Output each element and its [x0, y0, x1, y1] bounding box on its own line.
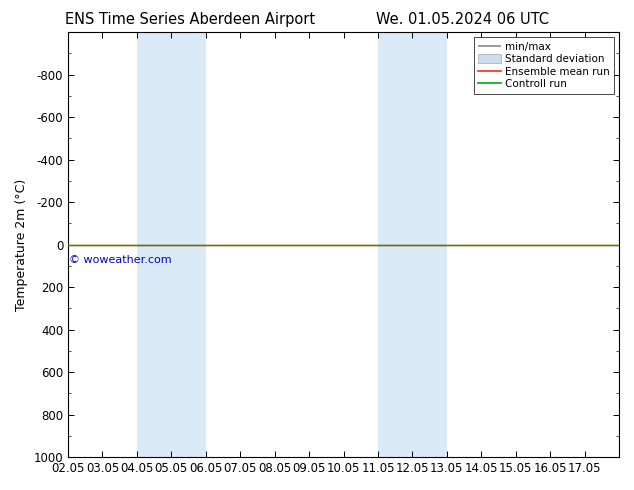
Y-axis label: Temperature 2m (°C): Temperature 2m (°C) [15, 178, 28, 311]
Text: ENS Time Series Aberdeen Airport: ENS Time Series Aberdeen Airport [65, 12, 315, 27]
Text: We. 01.05.2024 06 UTC: We. 01.05.2024 06 UTC [377, 12, 549, 27]
Legend: min/max, Standard deviation, Ensemble mean run, Controll run: min/max, Standard deviation, Ensemble me… [474, 37, 614, 94]
Text: © woweather.com: © woweather.com [68, 255, 171, 265]
Bar [378, 32, 447, 457]
Bar [137, 32, 206, 457]
